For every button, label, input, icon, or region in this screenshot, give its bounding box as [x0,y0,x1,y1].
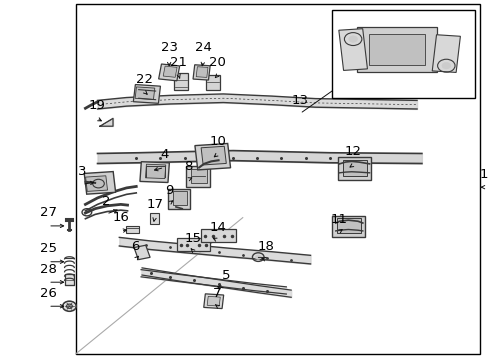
Text: 25: 25 [40,242,57,255]
Circle shape [64,303,74,310]
Bar [140,162,169,183]
Text: 12: 12 [344,145,361,158]
Text: 7: 7 [213,287,222,300]
Bar [167,189,189,208]
Bar [133,85,160,103]
Text: 6: 6 [131,240,139,253]
Bar [172,191,187,205]
Bar [65,274,74,285]
Text: 27: 27 [40,206,57,220]
Text: 18: 18 [257,240,274,253]
Bar [76,4,479,354]
Bar [191,168,206,183]
Text: 13: 13 [291,94,308,107]
Text: 5: 5 [221,269,229,282]
Bar [207,296,220,306]
Bar [134,245,150,260]
Bar [85,176,107,192]
Bar [205,75,219,90]
Text: 28: 28 [40,263,57,276]
Text: 3: 3 [78,165,86,178]
Bar [135,87,155,99]
Bar [203,294,223,309]
Bar [336,219,361,233]
Bar [163,66,177,77]
Bar [331,216,364,237]
Text: 11: 11 [329,212,346,226]
Bar [332,10,474,98]
Bar [431,35,460,72]
Bar [195,144,230,170]
Bar [356,27,436,72]
Bar [337,157,370,180]
Bar [338,29,366,71]
Text: 8: 8 [184,160,192,173]
Bar [158,64,179,81]
Polygon shape [100,118,113,126]
Text: 21: 21 [170,56,187,69]
Text: 20: 20 [209,56,225,69]
Text: 26: 26 [40,287,57,300]
Circle shape [255,255,261,259]
Bar [125,226,139,233]
Text: 9: 9 [164,184,173,197]
Bar [186,166,210,187]
Circle shape [441,63,450,69]
Bar [201,229,236,242]
Text: 1: 1 [479,168,487,181]
Text: 4: 4 [160,148,168,161]
Text: 10: 10 [209,135,225,148]
Bar [149,213,159,224]
Circle shape [348,36,357,42]
Bar [173,73,188,90]
Text: 2: 2 [102,195,110,208]
Bar [201,146,226,165]
Bar [177,238,209,251]
Bar [196,67,207,77]
Bar [84,172,115,194]
Bar [193,65,210,80]
Bar [342,160,366,176]
Text: 23: 23 [161,41,177,54]
Text: 24: 24 [194,41,211,54]
Text: 15: 15 [184,231,202,244]
Text: 22: 22 [136,73,153,86]
Text: 17: 17 [146,198,163,211]
Bar [368,34,424,65]
Bar [145,164,165,179]
Text: 16: 16 [112,211,129,225]
Text: 14: 14 [209,221,225,234]
Text: 19: 19 [88,99,105,112]
